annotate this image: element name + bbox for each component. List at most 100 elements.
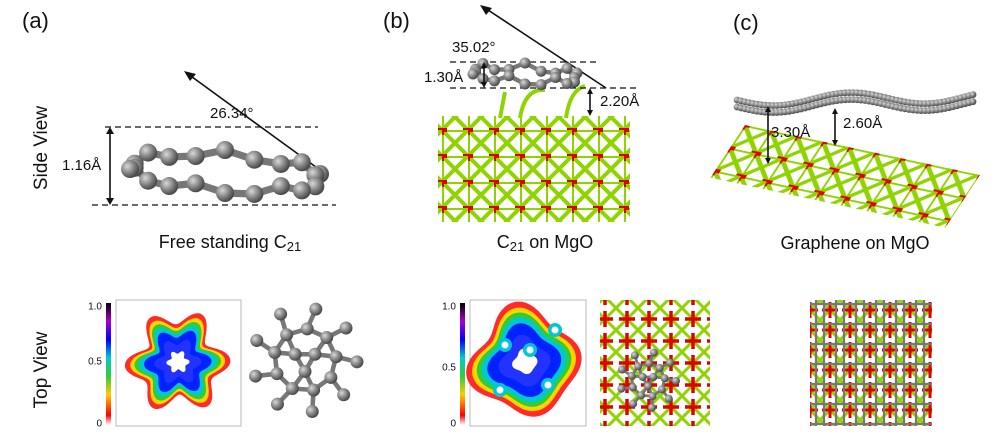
atom [644, 382, 652, 391]
atom [285, 382, 299, 396]
caption-subscript: 21 [287, 239, 301, 254]
molecule-top [617, 348, 680, 412]
mgo-slab-group [710, 125, 980, 228]
atom [339, 321, 353, 335]
colorbar-tick: 0 [96, 419, 102, 430]
molecule-side [121, 141, 329, 203]
atom [337, 388, 351, 402]
atom [638, 372, 647, 381]
atom [969, 91, 977, 99]
atom [139, 171, 158, 190]
caption: C21 on MgO [497, 232, 594, 255]
atom [216, 184, 234, 202]
caption-text: C [497, 232, 510, 252]
atom [298, 364, 312, 378]
caption-text: Free standing C [159, 232, 287, 252]
atom [309, 302, 323, 316]
atom [561, 78, 573, 90]
atom [535, 79, 547, 91]
row-label: Side View [31, 106, 52, 190]
atom [271, 154, 290, 173]
atom [288, 347, 302, 361]
atom [618, 365, 627, 374]
atom [637, 391, 646, 400]
atom [308, 347, 322, 361]
atom [503, 70, 515, 82]
row-label: Top View [31, 331, 52, 408]
mgo-top [600, 300, 710, 426]
colorbar-tick: 0 [450, 419, 456, 430]
atom [488, 64, 500, 76]
molecule-top [249, 302, 364, 418]
atom [160, 147, 179, 166]
atom [292, 153, 311, 172]
colorbar-tick: 0.5 [442, 363, 456, 374]
atom [274, 307, 288, 321]
atom [488, 75, 500, 87]
atom [160, 177, 179, 196]
atom [305, 404, 319, 418]
bonds [498, 84, 586, 119]
atom [350, 355, 364, 369]
atom [617, 384, 626, 393]
contour [166, 351, 190, 373]
atom [300, 322, 314, 336]
atom [561, 62, 573, 74]
atom [477, 73, 489, 85]
angle-label: 26.34° [210, 105, 254, 122]
atom [250, 334, 264, 348]
atom [324, 370, 338, 384]
contour [551, 326, 559, 334]
atom [186, 147, 205, 166]
contour [526, 346, 534, 354]
density-map [124, 313, 231, 410]
atom [519, 78, 531, 90]
atom [535, 65, 547, 77]
panel-label: (c) [733, 10, 759, 35]
atom [628, 383, 637, 392]
atom [666, 358, 675, 367]
arrow-head [480, 5, 492, 15]
angle-label: 35.02° [452, 39, 496, 56]
atom [969, 98, 977, 106]
height-label: 1.16Å [62, 157, 101, 174]
atom [647, 403, 656, 412]
contour [496, 386, 504, 394]
atom [249, 369, 263, 383]
atom [664, 394, 673, 403]
caption: Free standing C21 [159, 232, 302, 255]
atom [292, 181, 311, 200]
panel-label: (b) [383, 8, 410, 33]
mgo-slab [438, 116, 630, 222]
arrow-head [184, 71, 196, 81]
atom [307, 383, 321, 397]
height-label: 3.30Å [771, 124, 810, 141]
caption-suffix: on MgO [529, 232, 593, 252]
height-label: 2.20Å [600, 93, 639, 110]
atom [186, 174, 205, 193]
height-label: 1.30Å [424, 69, 463, 86]
atom [627, 371, 636, 380]
atom [660, 374, 669, 383]
atom [648, 392, 657, 401]
atom [649, 348, 658, 357]
atom [649, 372, 658, 381]
colorbar-tick: 1.0 [88, 302, 102, 313]
panel-label: (a) [22, 8, 49, 33]
atom [645, 359, 654, 368]
atom [657, 385, 666, 394]
caption: Graphene on MgO [780, 233, 929, 253]
atom [121, 160, 139, 178]
arrow [187, 73, 321, 171]
molecule-side [467, 57, 583, 91]
atom [245, 184, 264, 203]
atom [320, 331, 334, 345]
arrow [484, 7, 607, 89]
caption-text: Graphene on MgO [780, 233, 929, 253]
atom [655, 363, 664, 372]
atom [634, 362, 643, 371]
height-label: 2.60Å [843, 115, 882, 132]
atom [139, 143, 158, 162]
atom [245, 150, 264, 169]
